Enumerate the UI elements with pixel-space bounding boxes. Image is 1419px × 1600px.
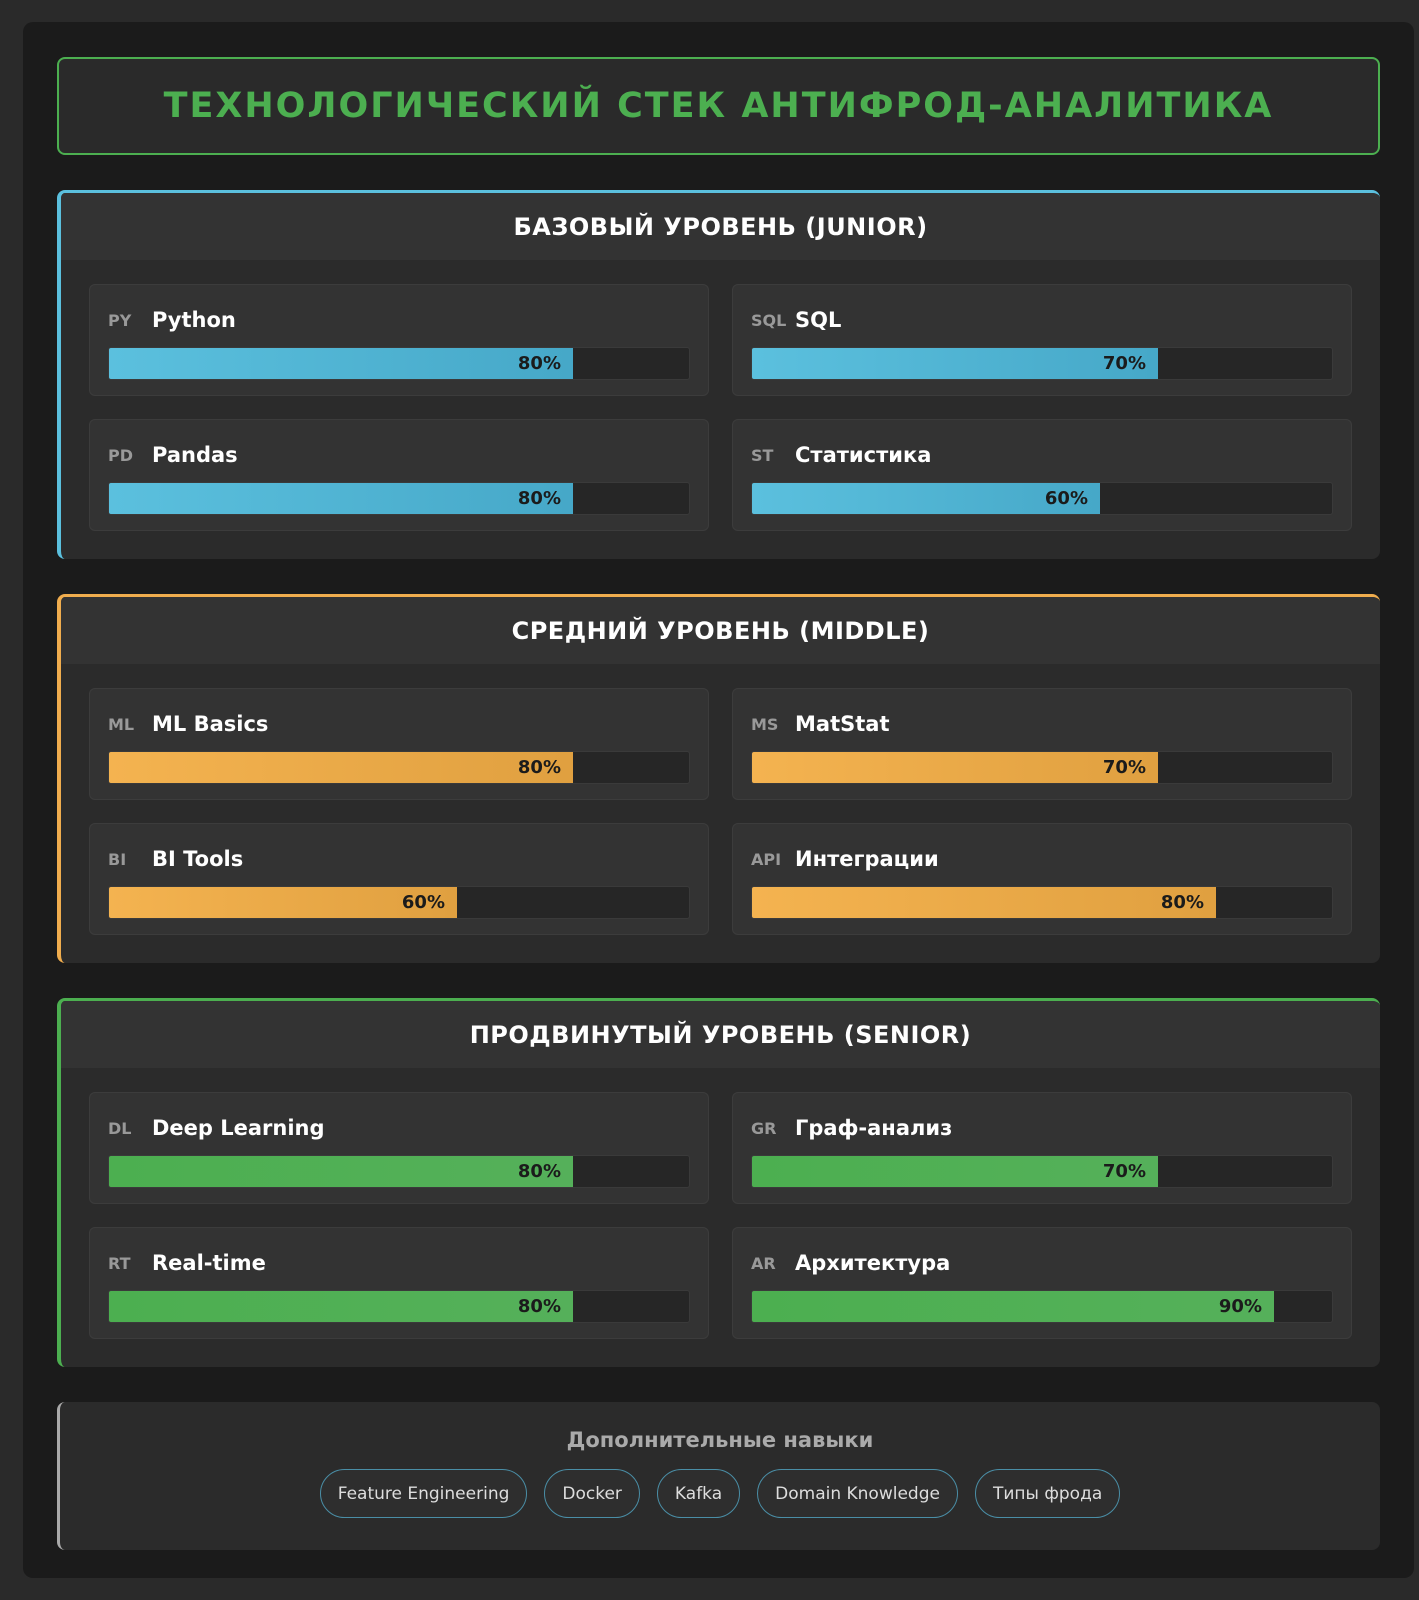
skill-card: GR Граф-анализ 70% bbox=[732, 1092, 1352, 1204]
progress-track: 80% bbox=[108, 482, 690, 515]
progress-label: 80% bbox=[517, 757, 561, 778]
skill-tag: Типы фрода bbox=[974, 1469, 1121, 1518]
progress-label: 80% bbox=[517, 353, 561, 374]
skill-name: Архитектура bbox=[795, 1251, 951, 1275]
progress-track: 60% bbox=[108, 886, 690, 919]
skill-abbr-icon: MS bbox=[751, 714, 779, 734]
skill-abbr-icon: AR bbox=[751, 1253, 776, 1273]
skill-abbr-icon: PY bbox=[108, 310, 132, 330]
progress-track: 90% bbox=[751, 1290, 1333, 1323]
skill-name: Pandas bbox=[152, 443, 238, 467]
skill-card: DL Deep Learning 80% bbox=[89, 1092, 709, 1204]
skill-card: API Интеграции 80% bbox=[732, 823, 1352, 935]
skill-name: Python bbox=[152, 308, 236, 332]
section-middle: СРЕДНИЙ УРОВЕНЬ (MIDDLE) ML ML Basics 80… bbox=[57, 594, 1380, 963]
progress-fill: 80% bbox=[752, 887, 1216, 918]
skill-abbr-icon: API bbox=[751, 849, 782, 869]
progress-fill: 80% bbox=[109, 348, 573, 379]
progress-fill: 70% bbox=[752, 348, 1158, 379]
skill-name: Real-time bbox=[152, 1251, 266, 1275]
skill-name: MatStat bbox=[795, 712, 890, 736]
skill-card: ML ML Basics 80% bbox=[89, 688, 709, 800]
progress-fill: 60% bbox=[109, 887, 457, 918]
progress-fill: 60% bbox=[752, 483, 1100, 514]
progress-label: 90% bbox=[1218, 1296, 1262, 1317]
section-title: ПРОДВИНУТЫЙ УРОВЕНЬ (SENIOR) bbox=[61, 1001, 1380, 1068]
progress-label: 70% bbox=[1102, 353, 1146, 374]
skill-card: PD Pandas 80% bbox=[89, 419, 709, 531]
progress-fill: 80% bbox=[109, 752, 573, 783]
skill-abbr-icon: ST bbox=[751, 445, 774, 465]
skill-name: Интеграции bbox=[795, 847, 939, 871]
section-title: СРЕДНИЙ УРОВЕНЬ (MIDDLE) bbox=[61, 597, 1380, 664]
progress-track: 80% bbox=[108, 347, 690, 380]
progress-label: 70% bbox=[1102, 757, 1146, 778]
skill-name: BI Tools bbox=[152, 847, 244, 871]
skill-card: ST Статистика 60% bbox=[732, 419, 1352, 531]
skill-name: Deep Learning bbox=[152, 1116, 325, 1140]
progress-fill: 70% bbox=[752, 1156, 1158, 1187]
progress-track: 80% bbox=[108, 1290, 690, 1323]
skill-name: Граф-анализ bbox=[795, 1116, 953, 1140]
skill-tag: Docker bbox=[544, 1469, 640, 1518]
skill-name: ML Basics bbox=[152, 712, 269, 736]
progress-track: 70% bbox=[751, 751, 1333, 784]
section-title: БАЗОВЫЙ УРОВЕНЬ (JUNIOR) bbox=[61, 193, 1380, 260]
skill-tag: Domain Knowledge bbox=[757, 1469, 958, 1518]
page-container: ТЕХНОЛОГИЧЕСКИЙ СТЕК АНТИФРОД-АНАЛИТИКА … bbox=[23, 22, 1414, 1578]
skill-card: BI BI Tools 60% bbox=[89, 823, 709, 935]
skill-tag: Feature Engineering bbox=[319, 1469, 528, 1518]
progress-label: 60% bbox=[401, 892, 445, 913]
skill-abbr-icon: DL bbox=[108, 1118, 132, 1138]
skill-card: AR Архитектура 90% bbox=[732, 1227, 1352, 1339]
progress-fill: 90% bbox=[752, 1291, 1274, 1322]
progress-fill: 70% bbox=[752, 752, 1158, 783]
progress-track: 80% bbox=[108, 1155, 690, 1188]
skill-abbr-icon: BI bbox=[108, 849, 127, 869]
skill-name: SQL bbox=[795, 308, 842, 332]
progress-fill: 80% bbox=[109, 1156, 573, 1187]
extra-skills-panel: Дополнительные навыки Feature Engineerin… bbox=[57, 1402, 1380, 1550]
skill-abbr-icon: GR bbox=[751, 1118, 777, 1138]
skill-card: RT Real-time 80% bbox=[89, 1227, 709, 1339]
skill-abbr-icon: RT bbox=[108, 1253, 131, 1273]
skill-name: Статистика bbox=[795, 443, 932, 467]
progress-track: 80% bbox=[108, 751, 690, 784]
section-senior: ПРОДВИНУТЫЙ УРОВЕНЬ (SENIOR) DL Deep Lea… bbox=[57, 998, 1380, 1367]
skill-abbr-icon: PD bbox=[108, 445, 134, 465]
progress-track: 60% bbox=[751, 482, 1333, 515]
progress-track: 70% bbox=[751, 1155, 1333, 1188]
progress-label: 80% bbox=[1160, 892, 1204, 913]
extra-skills-title: Дополнительные навыки bbox=[566, 1428, 874, 1452]
progress-fill: 80% bbox=[109, 483, 573, 514]
progress-label: 70% bbox=[1102, 1161, 1146, 1182]
section-junior: БАЗОВЫЙ УРОВЕНЬ (JUNIOR) PY Python 80% S… bbox=[57, 190, 1380, 559]
page-title: ТЕХНОЛОГИЧЕСКИЙ СТЕК АНТИФРОД-АНАЛИТИКА bbox=[163, 86, 1274, 126]
progress-label: 80% bbox=[517, 1296, 561, 1317]
skill-abbr-icon: ML bbox=[108, 714, 135, 734]
progress-fill: 80% bbox=[109, 1291, 573, 1322]
skill-tag: Kafka bbox=[656, 1469, 741, 1518]
skill-card: MS MatStat 70% bbox=[732, 688, 1352, 800]
progress-label: 80% bbox=[517, 1161, 561, 1182]
progress-track: 80% bbox=[751, 886, 1333, 919]
progress-track: 70% bbox=[751, 347, 1333, 380]
progress-label: 60% bbox=[1044, 488, 1088, 509]
skill-abbr-icon: SQL bbox=[751, 310, 787, 330]
progress-label: 80% bbox=[517, 488, 561, 509]
tag-list: Feature Engineering Docker Kafka Domain … bbox=[60, 1469, 1380, 1518]
skill-card: PY Python 80% bbox=[89, 284, 709, 396]
title-banner: ТЕХНОЛОГИЧЕСКИЙ СТЕК АНТИФРОД-АНАЛИТИКА bbox=[57, 57, 1380, 155]
skill-card: SQL SQL 70% bbox=[732, 284, 1352, 396]
